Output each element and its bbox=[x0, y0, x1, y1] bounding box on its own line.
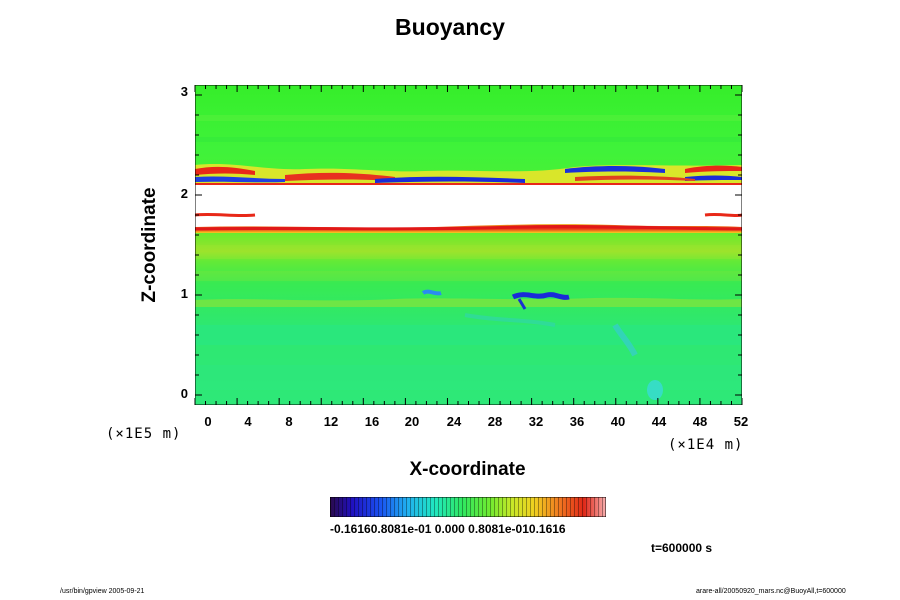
x-tick-label: 8 bbox=[285, 414, 293, 429]
x-tick-label: 32 bbox=[528, 414, 544, 429]
x-tick-label: 40 bbox=[610, 414, 626, 429]
lower-features bbox=[195, 289, 742, 400]
saturated-band bbox=[195, 185, 742, 233]
chart-title: Buoyancy bbox=[395, 14, 505, 40]
y-tick-label: 3 bbox=[180, 84, 188, 99]
colorbar-labels: -0.16160.8081e-01 0.000 0.8081e-010.1616 bbox=[330, 522, 566, 536]
x-axis-label: X-coordinate bbox=[409, 459, 526, 480]
x-tick-label: 24 bbox=[446, 414, 462, 429]
x-tick-label: 12 bbox=[323, 414, 339, 429]
footer-right: arare-all/20050920_mars.nc@BuoyAll,t=600… bbox=[696, 588, 846, 595]
time-label: t=600000 s bbox=[651, 541, 713, 555]
colorbar bbox=[330, 497, 606, 517]
footer-left: /usr/bin/gpview 2005-09-21 bbox=[60, 588, 145, 595]
x-tick-label: 44 bbox=[651, 414, 667, 429]
x-tick-label: 16 bbox=[364, 414, 380, 429]
y-axis-unit: (×1E5 m) bbox=[106, 426, 182, 442]
x-tick-label: 48 bbox=[692, 414, 708, 429]
y-axis-label: Z-coordinate bbox=[139, 187, 160, 303]
colorbar-label: 0.8081e-01 bbox=[370, 522, 432, 536]
colorbar-label: 0.8081e-01 bbox=[468, 522, 529, 536]
x-tick-label: 28 bbox=[487, 414, 503, 429]
colorbar-label: -0.1616 bbox=[330, 522, 371, 536]
y-tick-label: 0 bbox=[180, 386, 188, 401]
colorbar-label: 0.1616 bbox=[528, 522, 566, 536]
x-tick-label: 0 bbox=[204, 414, 212, 429]
upper-layer bbox=[195, 164, 742, 189]
heatmap-plot bbox=[195, 85, 742, 405]
x-tick-label: 20 bbox=[404, 414, 420, 429]
x-tick-label: 4 bbox=[244, 414, 252, 429]
y-tick-label: 1 bbox=[180, 286, 188, 301]
colorbar-label: 0.000 bbox=[434, 522, 465, 536]
x-tick-label: 36 bbox=[569, 414, 585, 429]
x-axis-unit: (×1E4 m) bbox=[668, 437, 744, 453]
x-tick-label: 52 bbox=[733, 414, 749, 429]
y-tick-label: 2 bbox=[180, 186, 188, 201]
